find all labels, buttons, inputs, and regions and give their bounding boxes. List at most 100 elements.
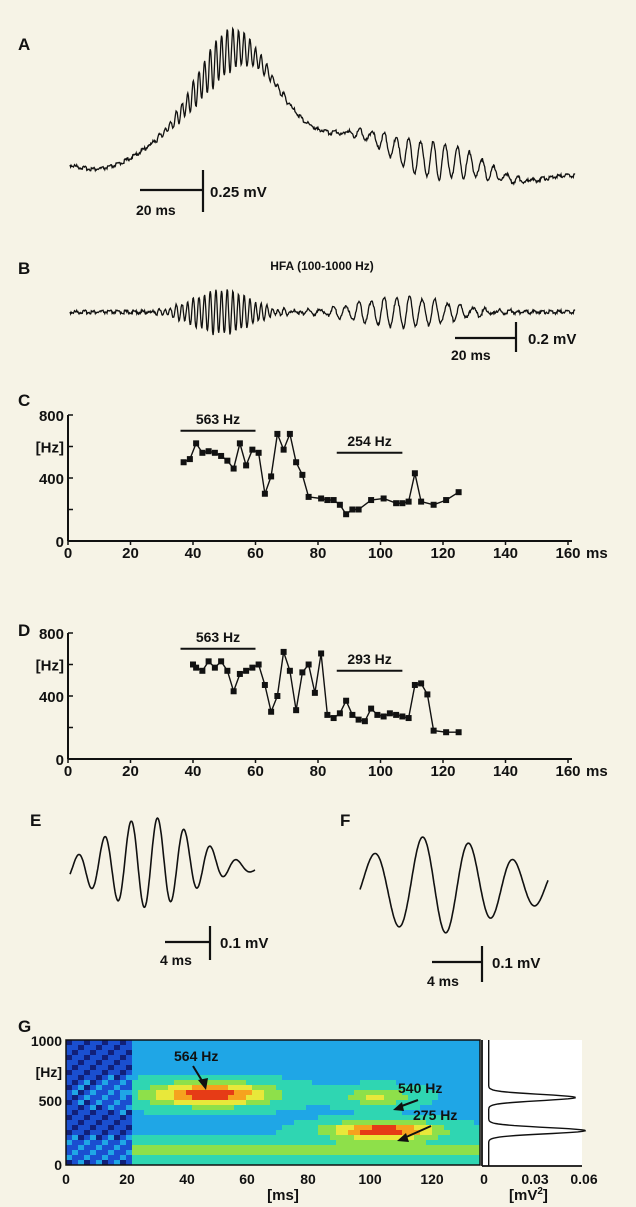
spectrogram-cell <box>276 1040 283 1046</box>
spectrogram-cell <box>252 1135 259 1141</box>
spectrogram-cell <box>252 1105 259 1111</box>
spectrogram-cell <box>150 1065 157 1071</box>
spectrogram-cell <box>348 1155 355 1161</box>
spectrogram-cell <box>270 1075 277 1081</box>
spectrogram-cell <box>186 1080 193 1086</box>
spectrogram-cell <box>360 1120 367 1126</box>
spectrogram-cell <box>414 1140 421 1146</box>
g-arrowhead-275 <box>397 1133 409 1142</box>
spectrogram-cell <box>408 1105 415 1111</box>
spectrogram-cell <box>324 1145 331 1151</box>
spectrogram-cell <box>432 1155 439 1161</box>
spectrogram-cell <box>342 1105 349 1111</box>
spectrogram-cell <box>126 1105 133 1111</box>
spectrogram-cell <box>354 1150 361 1156</box>
spectrogram-cell <box>372 1085 379 1091</box>
spectrogram-cell <box>372 1100 379 1106</box>
spectrogram-cell <box>384 1145 391 1151</box>
spectrogram-cell <box>234 1160 241 1166</box>
spectrogram-cell <box>96 1100 103 1106</box>
spectrogram-cell <box>396 1115 403 1121</box>
spectrogram-cell <box>402 1150 409 1156</box>
spectrogram-cell <box>78 1130 85 1136</box>
spectrogram-cell <box>96 1140 103 1146</box>
spectrogram-cell <box>396 1140 403 1146</box>
spectrogram-cell <box>198 1085 205 1091</box>
y-tick-label-c: 0 <box>56 534 64 551</box>
spectrogram-cell <box>474 1100 481 1106</box>
spectrogram-cell <box>474 1120 481 1126</box>
spectrogram-cell <box>306 1085 313 1091</box>
spectrogram-cell <box>216 1070 223 1076</box>
spectrogram-cell <box>126 1050 133 1056</box>
spectrogram-cell <box>102 1075 109 1081</box>
data-point-c <box>330 497 337 504</box>
spectrogram-cell <box>312 1060 319 1066</box>
spectrogram-cell <box>138 1125 145 1131</box>
spectrogram-cell <box>282 1050 289 1056</box>
spectrogram-cell <box>444 1070 451 1076</box>
spectrogram-cell <box>84 1085 91 1091</box>
spectrogram-cell <box>318 1080 325 1086</box>
spectrogram-cell <box>270 1070 277 1076</box>
spectrogram-cell <box>474 1135 481 1141</box>
spectrogram-cell <box>174 1120 181 1126</box>
spectrogram-cell <box>126 1080 133 1086</box>
spectrogram-cell <box>348 1125 355 1131</box>
annotation-label-d: 563 Hz <box>196 629 240 645</box>
spectrogram-cell <box>330 1160 337 1166</box>
spectrogram-cell <box>222 1060 229 1066</box>
spectrogram-cell <box>246 1160 253 1166</box>
spectrogram-cell <box>246 1065 253 1071</box>
spectrogram-cell <box>258 1065 265 1071</box>
spectrogram-cell <box>354 1055 361 1061</box>
x-tick-label-c: 100 <box>368 545 393 562</box>
spectrogram-cell <box>426 1060 433 1066</box>
spectrogram-cell <box>450 1090 457 1096</box>
spectrogram-cell <box>84 1045 91 1051</box>
spectrogram-cell <box>84 1065 91 1071</box>
spectrogram-cell <box>288 1040 295 1046</box>
spectrogram-cell <box>78 1140 85 1146</box>
spectrogram-cell <box>384 1130 391 1136</box>
spectrogram-cell <box>408 1055 415 1061</box>
spectrogram-cell <box>282 1120 289 1126</box>
spectrogram-cell <box>402 1145 409 1151</box>
spectrogram-cell <box>120 1095 127 1101</box>
spectrogram-cell <box>126 1055 133 1061</box>
spectrogram-cell <box>426 1095 433 1101</box>
spectrogram-cell <box>222 1100 229 1106</box>
spectrogram-cell <box>72 1090 79 1096</box>
spectrogram-cell <box>318 1120 325 1126</box>
spectrogram-cell <box>288 1155 295 1161</box>
spectrogram-cell <box>168 1070 175 1076</box>
spectrogram-cell <box>276 1085 283 1091</box>
spectrogram-cell <box>402 1080 409 1086</box>
spectrogram-cell <box>186 1040 193 1046</box>
spectrogram-cell <box>66 1110 73 1116</box>
spectrogram-cell <box>468 1095 475 1101</box>
spectrogram-cell <box>288 1045 295 1051</box>
spectrogram-cell <box>372 1065 379 1071</box>
spectrogram <box>65 1039 481 1166</box>
spectrogram-cell <box>312 1065 319 1071</box>
spectrogram-cell <box>234 1045 241 1051</box>
spectrogram-cell <box>474 1140 481 1146</box>
spectrogram-cell <box>468 1075 475 1081</box>
spectrogram-cell <box>132 1045 139 1051</box>
spectrogram-cell <box>426 1115 433 1121</box>
spectrogram-cell <box>114 1135 121 1141</box>
spectrogram-cell <box>324 1125 331 1131</box>
spectrogram-cell <box>342 1065 349 1071</box>
spectrogram-cell <box>222 1110 229 1116</box>
spectrogram-cell <box>228 1075 235 1081</box>
spectrogram-cell <box>84 1120 91 1126</box>
spectrogram-cell <box>402 1065 409 1071</box>
spectrogram-cell <box>228 1045 235 1051</box>
spectrogram-cell <box>420 1160 427 1166</box>
spectrogram-cell <box>444 1130 451 1136</box>
data-point-c <box>286 430 293 437</box>
spectrogram-cell <box>108 1065 115 1071</box>
spectrogram-cell <box>432 1140 439 1146</box>
spectrogram-cell <box>180 1050 187 1056</box>
